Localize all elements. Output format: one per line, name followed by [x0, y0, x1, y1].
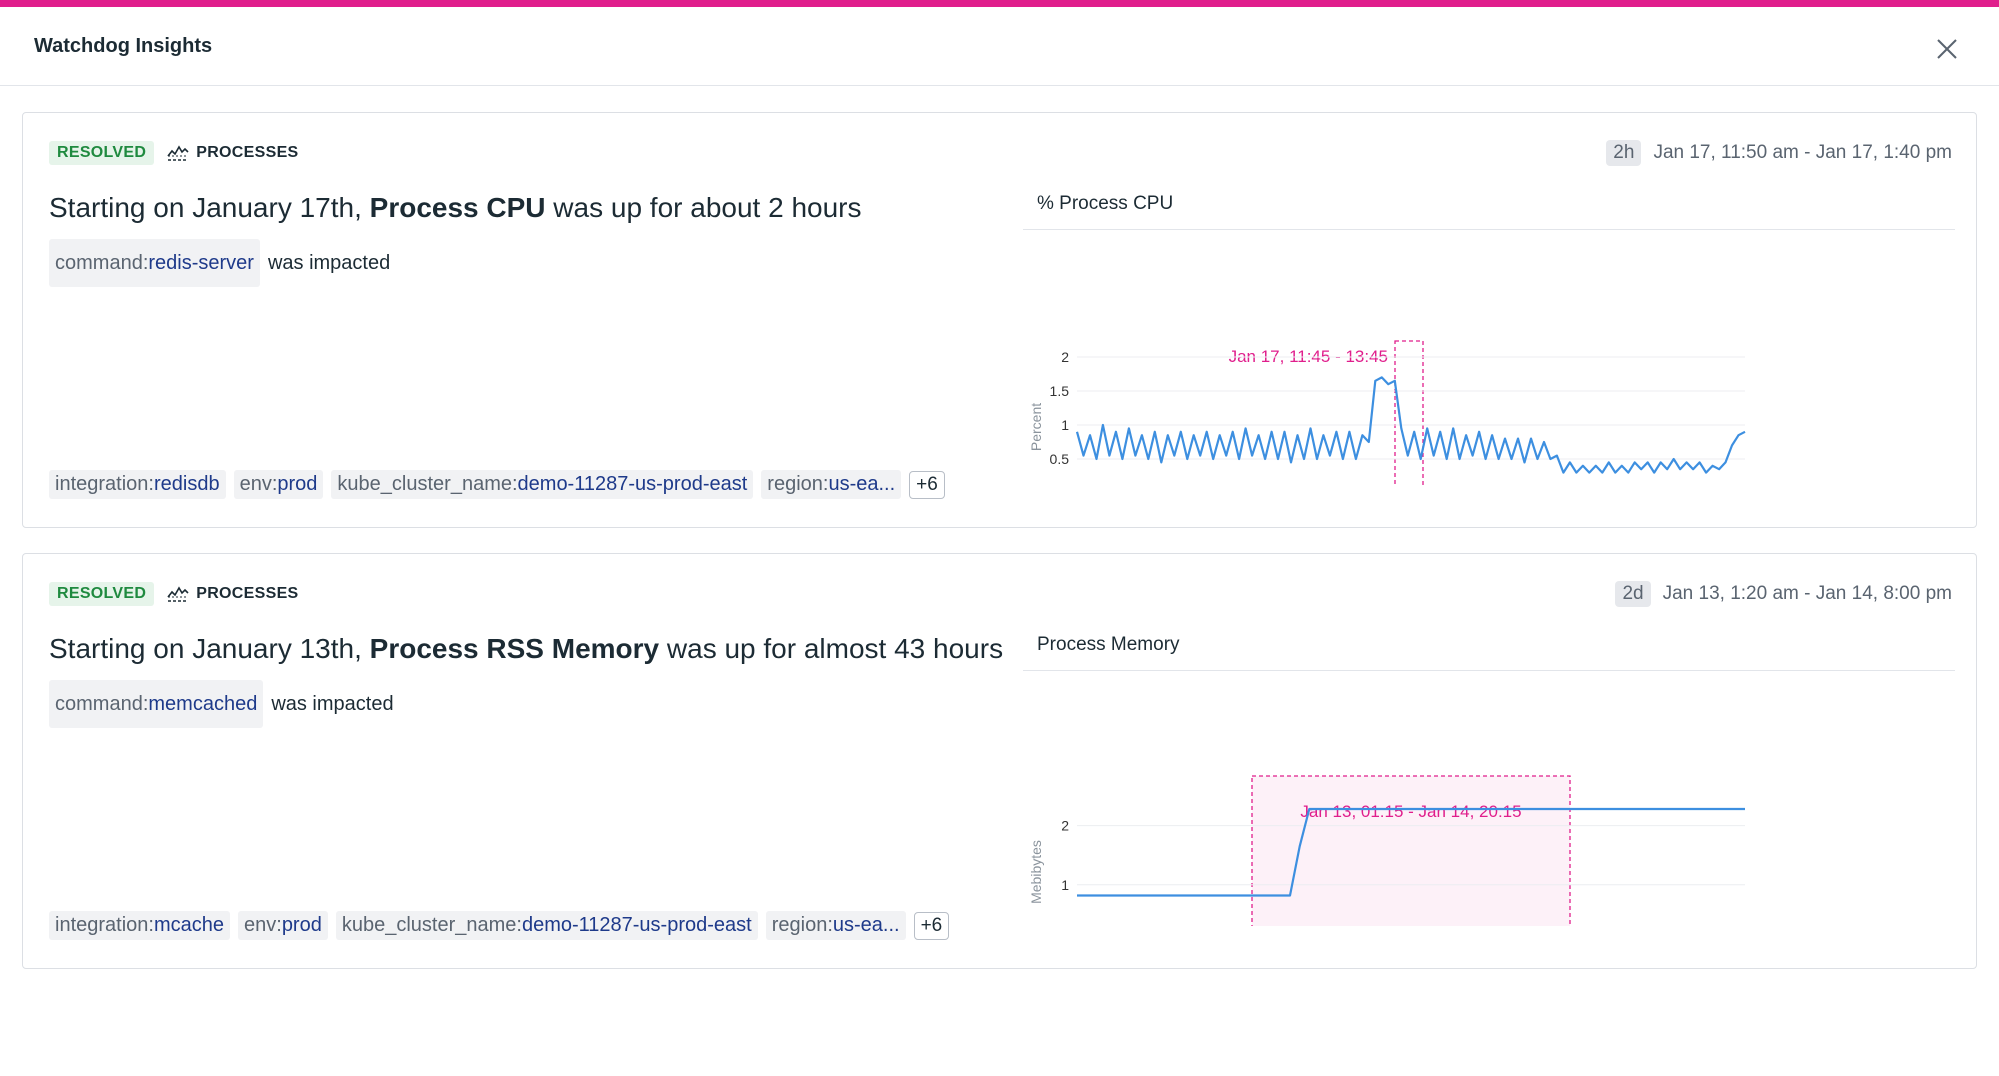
category-text: PROCESSES	[196, 585, 299, 602]
tag[interactable]: kube_cluster_name:demo-11287-us-prod-eas…	[331, 470, 754, 499]
tag-key: integration:	[55, 473, 154, 495]
tag-key: env:	[244, 914, 282, 936]
series-line	[1075, 376, 1746, 474]
tag-value: memcached	[148, 693, 258, 715]
summary-prefix: Starting on January 17th,	[49, 192, 370, 223]
memory-chart-svg: Jan 13, 01:15 - Jan 14, 20:15012Mebibyte…	[1028, 775, 1745, 926]
tag-key: env:	[239, 473, 278, 495]
tag-key: region:	[767, 473, 829, 495]
category-label: PROCESSES	[166, 143, 298, 163]
tag-list: integration:mcache env:prod kube_cluster…	[49, 911, 950, 940]
duration-badge: 2d	[1615, 581, 1651, 607]
tag-key: command:	[55, 693, 149, 715]
tag-value: us-ea...	[828, 473, 896, 495]
anomaly-window	[1394, 340, 1424, 485]
tag-key: kube_cluster_name:	[337, 473, 518, 495]
impact-row: command:redis-server was impacted	[49, 239, 1009, 287]
status-badge: RESOLVED	[49, 582, 155, 606]
tag[interactable]: env:prod	[238, 911, 328, 940]
tag-value: prod	[277, 473, 318, 495]
duration-badge: 2h	[1606, 140, 1642, 166]
time-info: 2d Jan 13, 1:20 am - Jan 14, 8:00 pm	[1615, 580, 1952, 608]
summary-metric: Process CPU	[369, 192, 546, 223]
anomaly-label: Jan 13, 01:15 - Jan 14, 20:15	[1300, 802, 1521, 821]
chart-title: % Process CPU	[1037, 193, 1174, 214]
impact-row: command:memcached was impacted	[49, 680, 1009, 728]
card-badges: RESOLVED PROCESSES	[49, 580, 299, 608]
tag-key: integration:	[55, 914, 154, 936]
tag-value: demo-11287-us-prod-east	[517, 473, 748, 495]
time-info: 2h Jan 17, 11:50 am - Jan 17, 1:40 pm	[1606, 139, 1952, 167]
anomaly-shade	[1252, 776, 1570, 926]
more-tags-button[interactable]: +6	[913, 911, 950, 940]
tag-key: region:	[771, 914, 833, 936]
panel-header: Watchdog Insights	[0, 7, 1999, 86]
tag-value: redisdb	[153, 473, 220, 495]
summary-suffix: was up for almost 43 hours	[659, 633, 1004, 664]
insight-summary: Starting on January 13th, Process RSS Me…	[49, 628, 1009, 728]
tag[interactable]: env:prod	[233, 470, 324, 499]
series-line	[1077, 807, 1745, 897]
impact-text: was impacted	[271, 693, 394, 715]
tag[interactable]: kube_cluster_name:demo-11287-us-prod-eas…	[335, 911, 758, 940]
y-axis-label: Percent	[1028, 403, 1044, 451]
time-range: Jan 17, 11:50 am - Jan 17, 1:40 pm	[1653, 142, 1952, 163]
tag[interactable]: integration:redisdb	[49, 470, 226, 499]
close-button[interactable]	[1932, 34, 1962, 64]
tag-key: kube_cluster_name:	[341, 914, 522, 936]
tag-value: prod	[281, 914, 322, 936]
status-badge: RESOLVED	[49, 141, 155, 165]
summary-metric: Process RSS Memory	[369, 633, 660, 664]
chart-divider	[1023, 229, 1955, 230]
y-tick-label: 2	[1061, 349, 1069, 365]
tag-value: us-ea...	[832, 914, 900, 936]
y-axis-label: Mebibytes	[1028, 840, 1044, 904]
y-tick-label: 1.5	[1050, 383, 1070, 399]
y-tick-label: 2	[1061, 818, 1069, 834]
summary-prefix: Starting on January 13th,	[49, 633, 370, 664]
page-title: Watchdog Insights	[34, 35, 213, 57]
memory-chart: Process Memory Jan 13, 01:15 - Jan 14, 2…	[1023, 626, 1955, 926]
insight-summary: Starting on January 17th, Process CPU wa…	[49, 187, 1009, 287]
impact-text: was impacted	[267, 252, 391, 274]
card-badges: RESOLVED PROCESSES	[49, 139, 299, 167]
tag[interactable]: integration:mcache	[49, 911, 230, 940]
y-tick-label: 1	[1061, 417, 1069, 433]
anomaly-window	[1251, 775, 1571, 926]
chart-title: Process Memory	[1037, 634, 1180, 655]
close-icon	[1937, 39, 1957, 59]
insight-card[interactable]: RESOLVED PROCESSES 2h Jan 17, 11:50 am -…	[22, 112, 1977, 528]
tag[interactable]: region:us-ea...	[765, 911, 906, 940]
cpu-chart: % Process CPU Jan 17, 11:45 - 13:4500.51…	[1023, 185, 1955, 485]
impacted-tag[interactable]: command:memcached	[49, 680, 264, 728]
summary-suffix: was up for about 2 hours	[545, 192, 862, 223]
chart-divider	[1023, 670, 1955, 671]
tag[interactable]: region:us-ea...	[761, 470, 902, 499]
cpu-chart-svg: Jan 17, 11:45 - 13:4500.511.52PercentWed…	[1028, 340, 1746, 485]
insight-card[interactable]: RESOLVED PROCESSES 2d Jan 13, 1:20 am - …	[22, 553, 1977, 969]
category-label: PROCESSES	[166, 584, 298, 604]
tag-value: redis-server	[148, 252, 254, 274]
y-tick-label: 0.5	[1050, 451, 1070, 467]
category-text: PROCESSES	[196, 144, 299, 161]
y-tick-label: 1	[1061, 877, 1069, 893]
tag-value: demo-11287-us-prod-east	[521, 914, 752, 936]
processes-icon	[167, 145, 189, 161]
impacted-tag[interactable]: command:redis-server	[49, 239, 260, 287]
processes-icon	[167, 586, 189, 602]
tag-key: command:	[55, 252, 149, 274]
top-accent-bar	[0, 0, 1999, 7]
tag-value: mcache	[153, 914, 224, 936]
tag-list: integration:redisdb env:prod kube_cluste…	[49, 470, 945, 499]
time-range: Jan 13, 1:20 am - Jan 14, 8:00 pm	[1662, 583, 1952, 604]
more-tags-button[interactable]: +6	[909, 470, 945, 499]
